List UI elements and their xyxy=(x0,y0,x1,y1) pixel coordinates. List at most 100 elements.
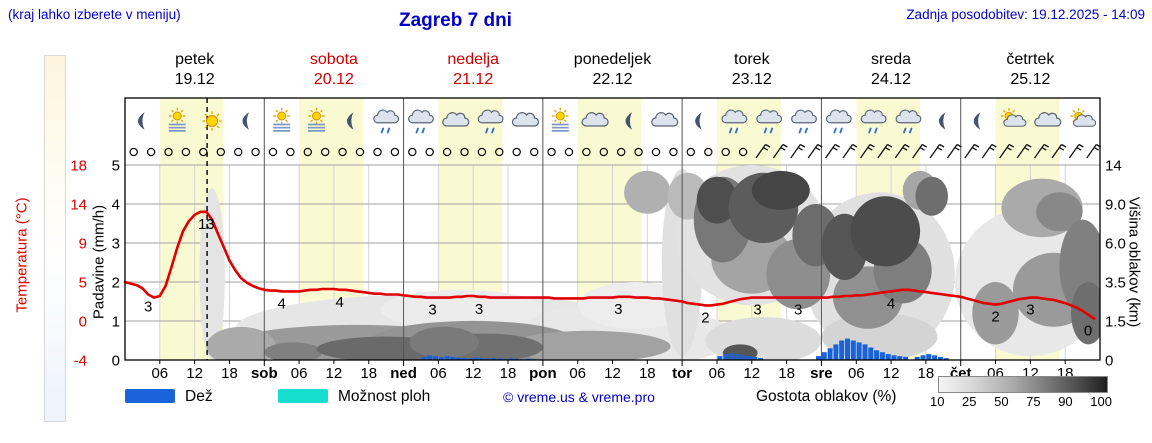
cloud-icon xyxy=(442,112,470,127)
day-date: 24.12 xyxy=(871,71,912,88)
svg-text:12: 12 xyxy=(465,365,482,382)
svg-text:0: 0 xyxy=(79,314,87,331)
svg-text:18: 18 xyxy=(221,365,238,382)
svg-text:6.0: 6.0 xyxy=(1105,236,1126,253)
credit-link[interactable]: © vreme.us & vreme.pro xyxy=(503,389,655,405)
wind-symbols-row xyxy=(129,143,1102,159)
rain-legend-label: Dež xyxy=(185,388,213,405)
showers-swatch xyxy=(278,389,328,403)
drizzle-icon xyxy=(895,109,922,134)
day-name: četrtek xyxy=(1006,51,1055,68)
svg-text:4: 4 xyxy=(278,295,286,312)
svg-text:4: 4 xyxy=(112,197,120,214)
svg-text:3: 3 xyxy=(794,302,802,319)
svg-text:0: 0 xyxy=(1105,353,1113,370)
svg-text:1.5: 1.5 xyxy=(1105,314,1126,331)
svg-text:2: 2 xyxy=(991,309,999,326)
moon-icon xyxy=(346,112,354,130)
svg-text:14: 14 xyxy=(70,197,87,214)
density-ticks: 10 25 50 75 90 100 xyxy=(930,394,1112,409)
svg-text:3: 3 xyxy=(753,302,761,319)
sun-icon xyxy=(202,111,222,131)
svg-text:0: 0 xyxy=(112,353,120,370)
svg-text:06: 06 xyxy=(848,365,865,382)
density-tick: 25 xyxy=(962,394,977,409)
svg-text:2: 2 xyxy=(112,275,120,292)
svg-text:5: 5 xyxy=(79,275,87,292)
svg-text:18: 18 xyxy=(500,365,517,382)
svg-text:0: 0 xyxy=(1084,323,1092,340)
svg-text:12: 12 xyxy=(604,365,621,382)
drizzle-icon xyxy=(721,109,748,134)
sun-fog-icon xyxy=(273,107,291,132)
rain-swatch xyxy=(125,389,175,403)
day-header-četrtek: četrtek 25.12 xyxy=(1006,50,1054,90)
svg-text:1: 1 xyxy=(112,314,120,331)
day-date: 23.12 xyxy=(731,71,772,88)
drizzle-icon xyxy=(756,109,783,134)
cloud-icon xyxy=(651,112,679,127)
cloud-density-layer xyxy=(199,165,1100,360)
sun-fog-icon xyxy=(308,107,326,132)
moon-icon xyxy=(695,112,702,130)
density-tick: 75 xyxy=(1026,394,1041,409)
svg-text:9.0: 9.0 xyxy=(1105,197,1126,214)
svg-text:12: 12 xyxy=(743,365,760,382)
svg-text:18: 18 xyxy=(639,365,656,382)
svg-text:12: 12 xyxy=(883,365,900,382)
moon-icon xyxy=(973,112,981,130)
svg-text:9: 9 xyxy=(79,236,87,253)
svg-text:-4: -4 xyxy=(74,353,87,370)
svg-text:12: 12 xyxy=(186,365,203,382)
day-name: sreda xyxy=(871,51,912,68)
svg-text:18: 18 xyxy=(70,158,87,175)
day-date: 20.12 xyxy=(313,71,354,88)
svg-text:3.5: 3.5 xyxy=(1105,275,1126,292)
sun-fog-icon xyxy=(168,107,186,132)
drizzle-icon xyxy=(825,109,852,134)
density-tick: 90 xyxy=(1058,394,1073,409)
svg-text:13: 13 xyxy=(198,216,215,233)
day-date: 25.12 xyxy=(1010,71,1051,88)
svg-text:pon: pon xyxy=(529,365,557,382)
density-tick: 100 xyxy=(1090,394,1112,409)
moon-icon xyxy=(242,112,250,130)
weather-icons-row xyxy=(138,107,1097,134)
temperature-scale-strip xyxy=(44,55,66,422)
moon-icon xyxy=(938,112,946,130)
temperature-axis-title: Temperatura (°C) xyxy=(13,197,31,313)
day-header-petek: petek 19.12 xyxy=(175,50,215,90)
svg-text:2: 2 xyxy=(701,309,709,326)
day-date: 21.12 xyxy=(453,71,494,88)
drizzle-icon xyxy=(373,109,400,134)
day-name: petek xyxy=(175,51,215,68)
density-tick: 10 xyxy=(930,394,945,409)
cloud-icon xyxy=(581,112,609,127)
svg-text:3: 3 xyxy=(112,236,120,253)
svg-text:18: 18 xyxy=(778,365,795,382)
day-header-torek: torek 23.12 xyxy=(732,50,772,90)
last-updated-label: Zadnja posodobitev: 19.12.2025 - 14:09 xyxy=(906,7,1145,22)
drizzle-icon xyxy=(791,109,817,134)
svg-text:4: 4 xyxy=(887,295,895,312)
day-date: 19.12 xyxy=(174,71,215,88)
svg-text:tor: tor xyxy=(672,365,692,382)
cloud-density-legend-label: Gostota oblakov (%) xyxy=(756,388,897,405)
day-header-sobota: sobota 20.12 xyxy=(310,50,358,90)
svg-text:4: 4 xyxy=(336,294,344,311)
svg-text:06: 06 xyxy=(291,365,308,382)
precip-axis-title: Padavine (mm/h) xyxy=(90,204,108,320)
moon-icon xyxy=(625,112,633,130)
temperature-line xyxy=(123,210,1096,321)
sun-cloud-icon xyxy=(1000,108,1027,127)
cloud-icon xyxy=(1034,112,1062,127)
svg-text:06: 06 xyxy=(430,365,447,382)
svg-text:3: 3 xyxy=(144,299,152,316)
drizzle-icon xyxy=(477,109,504,134)
svg-text:ned: ned xyxy=(390,365,417,382)
svg-text:06: 06 xyxy=(709,365,726,382)
drizzle-icon xyxy=(408,109,434,134)
density-tick: 50 xyxy=(994,394,1009,409)
svg-text:3: 3 xyxy=(1026,302,1034,319)
